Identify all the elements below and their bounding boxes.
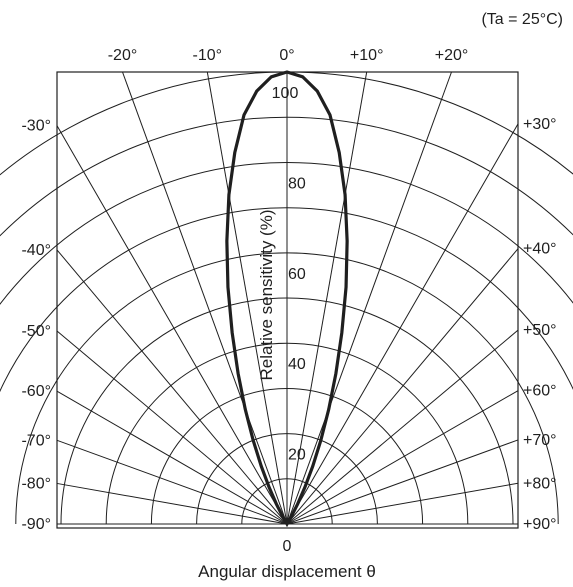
top-angle-tick-label: 0°	[279, 47, 294, 64]
condition-label: (Ta = 25°C)	[481, 11, 563, 28]
right-angle-tick-label: +80°	[523, 475, 557, 492]
right-angle-tick-label: +40°	[523, 241, 557, 258]
grid-spoke	[206, 71, 288, 525]
radial-tick-labels: 20 40 60 80 100	[272, 85, 306, 464]
radial-tick-label: 80	[288, 175, 306, 192]
left-angle-tick-label: -50°	[21, 323, 51, 340]
right-angle-tick-label: +30°	[523, 116, 557, 133]
origin-label: 0	[283, 538, 292, 555]
grid-circle	[241, 478, 333, 525]
grid-spoke	[286, 71, 452, 525]
radial-axis-title: Relative sensitivity (%)	[257, 210, 276, 381]
grid-spoke	[286, 123, 519, 525]
polar-grid	[0, 71, 573, 525]
right-angle-tick-label: +60°	[523, 383, 557, 400]
top-angle-tick-label: +20°	[435, 47, 469, 64]
grid-spoke	[286, 71, 368, 525]
grid-spoke	[286, 248, 519, 525]
radial-tick-label: 100	[272, 85, 299, 102]
radial-tick-label: 20	[288, 447, 306, 464]
grid-spoke	[56, 330, 288, 525]
left-angle-tick-label: -30°	[21, 118, 51, 135]
grid-circle	[0, 207, 573, 393]
left-angle-tick-label: -40°	[21, 242, 51, 259]
grid-spoke	[56, 439, 288, 525]
x-axis-title: Angular displacement θ	[198, 562, 376, 581]
radial-tick-label: 40	[288, 356, 306, 373]
radial-tick-label: 60	[288, 266, 306, 283]
grid-circle	[150, 387, 424, 525]
grid-spoke	[286, 329, 519, 525]
top-angle-tick-label: -10°	[193, 47, 223, 64]
grid-spoke	[56, 249, 288, 525]
left-angle-tick-label: -90°	[21, 516, 51, 533]
left-angle-tick-label: -70°	[21, 432, 51, 449]
grid-spoke	[286, 439, 519, 525]
angular-tick-labels: -20° -10° 0° +10° +20° -30° -40° -50° -60° -70° -8…	[21, 47, 556, 533]
grid-circle	[60, 297, 514, 525]
grid-spoke	[56, 482, 288, 525]
grid-spoke	[286, 482, 519, 525]
left-angle-tick-label: -80°	[21, 475, 51, 492]
left-angle-tick-label: -60°	[21, 383, 51, 400]
right-angle-tick-label: +90°	[523, 516, 557, 533]
grid-circle	[105, 342, 469, 525]
grid-spoke	[122, 71, 288, 525]
grid-circle	[15, 252, 559, 525]
top-angle-tick-label: +10°	[350, 47, 384, 64]
grid-spoke	[286, 390, 519, 525]
grid-circle	[196, 433, 378, 525]
grid-spoke	[56, 125, 288, 525]
sensitivity-curve	[225, 70, 349, 528]
grid-circle	[0, 116, 573, 237]
sensitivity-curve-layer	[225, 70, 349, 528]
grid-spoke	[56, 390, 288, 525]
right-angle-tick-label: +70°	[523, 432, 557, 449]
grid-circle	[0, 161, 573, 305]
top-angle-tick-label: -20°	[108, 47, 138, 64]
right-angle-tick-label: +50°	[523, 322, 557, 339]
